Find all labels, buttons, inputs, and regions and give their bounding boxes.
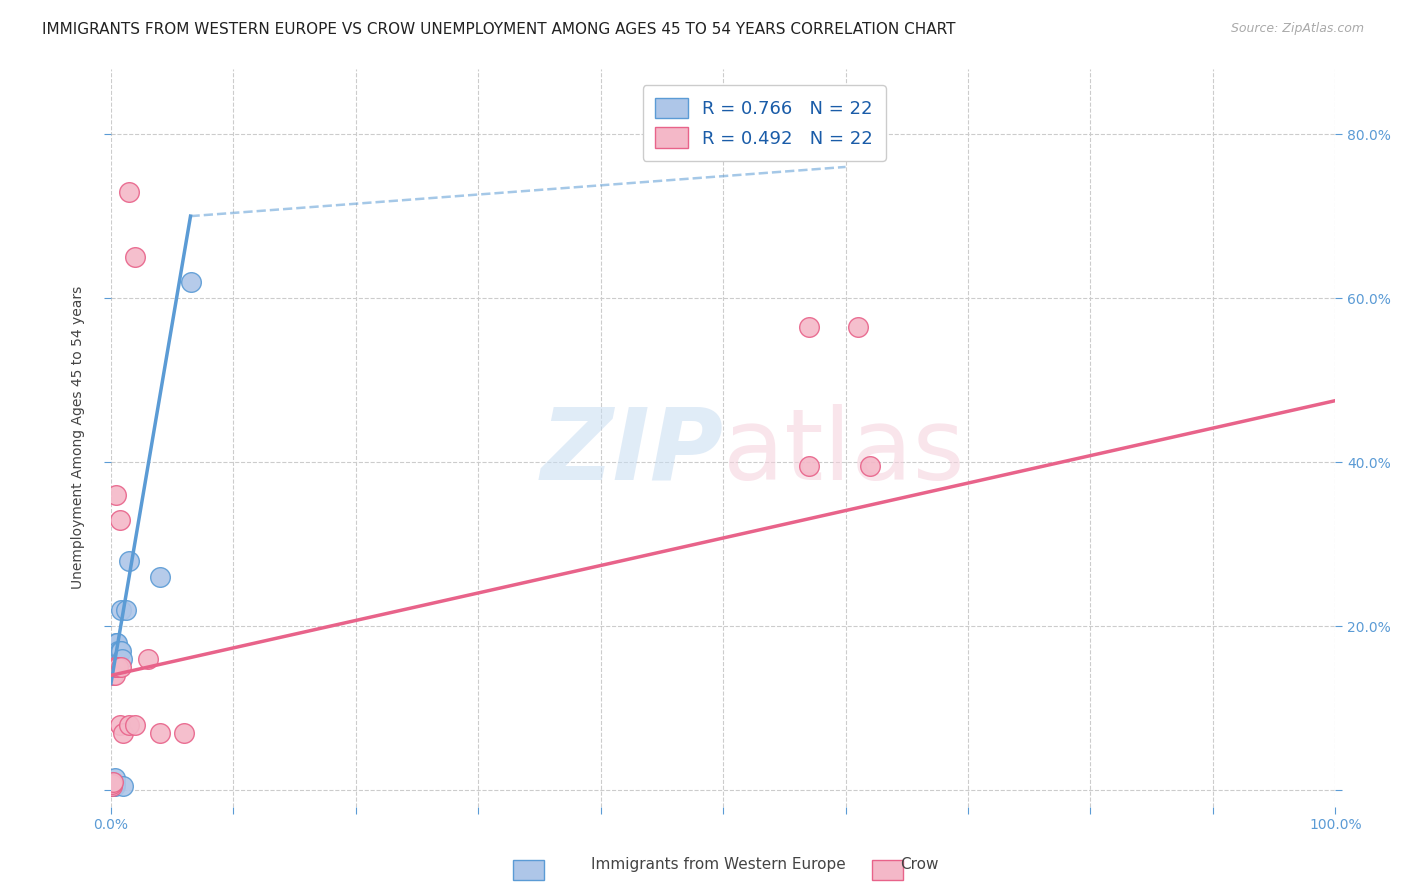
Point xyxy=(110,603,132,617)
Point xyxy=(107,660,129,674)
Point xyxy=(124,250,146,264)
Text: Immigrants from Western Europe: Immigrants from Western Europe xyxy=(591,857,845,872)
Point xyxy=(149,570,172,584)
Point xyxy=(103,775,125,789)
Point xyxy=(104,488,127,502)
Point xyxy=(108,717,131,731)
Point xyxy=(108,512,131,526)
Point xyxy=(118,185,141,199)
Point xyxy=(112,726,135,740)
Point xyxy=(104,644,127,658)
Legend: R = 0.766   N = 22, R = 0.492   N = 22: R = 0.766 N = 22, R = 0.492 N = 22 xyxy=(643,85,886,161)
Point xyxy=(111,652,134,666)
Point xyxy=(104,771,127,785)
Point xyxy=(114,603,136,617)
Point xyxy=(846,319,869,334)
Point xyxy=(149,726,172,740)
Text: Source: ZipAtlas.com: Source: ZipAtlas.com xyxy=(1230,22,1364,36)
Y-axis label: Unemployment Among Ages 45 to 54 years: Unemployment Among Ages 45 to 54 years xyxy=(72,286,86,590)
Point xyxy=(104,635,127,649)
Point xyxy=(104,668,127,682)
Point xyxy=(112,779,135,793)
Point xyxy=(104,777,127,791)
Point xyxy=(118,717,141,731)
Point xyxy=(105,644,128,658)
Text: IMMIGRANTS FROM WESTERN EUROPE VS CROW UNEMPLOYMENT AMONG AGES 45 TO 54 YEARS CO: IMMIGRANTS FROM WESTERN EUROPE VS CROW U… xyxy=(42,22,956,37)
Point xyxy=(108,644,131,658)
Point xyxy=(103,775,125,789)
Point xyxy=(100,779,122,793)
Point xyxy=(110,660,132,674)
Point xyxy=(103,779,125,793)
Point xyxy=(101,777,124,791)
Point xyxy=(173,726,195,740)
Point xyxy=(859,459,882,474)
Point xyxy=(180,275,202,289)
Point xyxy=(797,319,820,334)
Point xyxy=(118,553,141,567)
Point xyxy=(104,660,127,674)
Point xyxy=(107,644,129,658)
Text: Crow: Crow xyxy=(900,857,938,872)
Point xyxy=(105,635,128,649)
Point xyxy=(101,777,124,791)
Text: atlas: atlas xyxy=(723,404,965,500)
Point xyxy=(100,779,122,793)
Point xyxy=(103,668,125,682)
Point xyxy=(101,775,124,789)
Point xyxy=(110,644,132,658)
Point xyxy=(124,717,146,731)
Point xyxy=(136,652,159,666)
Point xyxy=(797,459,820,474)
Text: ZIP: ZIP xyxy=(540,404,723,500)
Point xyxy=(104,779,127,793)
Point xyxy=(105,660,128,674)
